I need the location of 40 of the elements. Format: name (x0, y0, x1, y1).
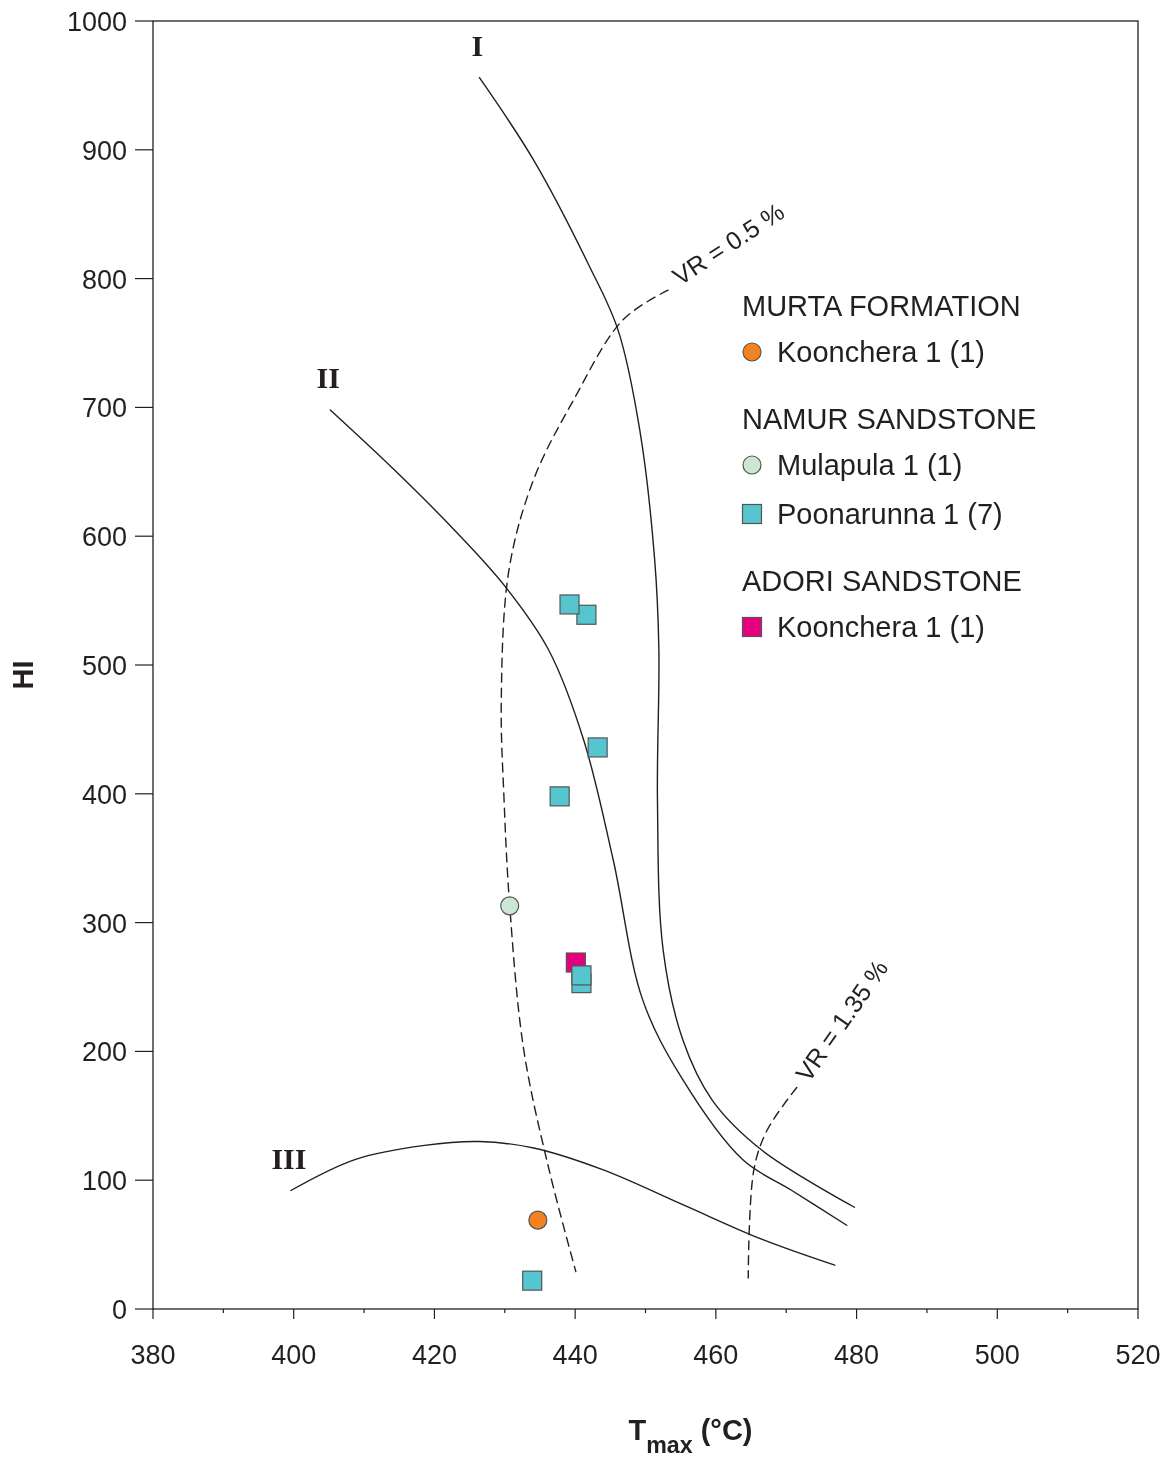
x-tick-label: 380 (130, 1340, 176, 1370)
series-label: III (271, 1141, 307, 1175)
y-tick-label: 600 (81, 522, 127, 553)
y-tick-label: 100 (81, 1166, 127, 1197)
legend-label: Koonchera 1 (1) (777, 336, 985, 368)
legend-label: Koonchera 1 (1) (777, 611, 985, 643)
y-tick-label: 900 (81, 135, 127, 166)
x-tick-label: 420 (411, 1340, 457, 1370)
legend-label: Mulapula 1 (1) (777, 449, 963, 481)
point (500, 896, 520, 916)
y-tick-label: 200 (81, 1037, 127, 1068)
point (549, 786, 570, 807)
y-tick-label: 700 (81, 393, 127, 424)
y-tick-label: 0 (111, 1295, 127, 1325)
series-label: I (471, 28, 484, 62)
x-tick-label: 520 (1115, 1340, 1161, 1370)
x-tick-label: 440 (552, 1340, 598, 1370)
text: VR = 0.5 % (667, 197, 789, 291)
x-tick-label: 500 (974, 1340, 1020, 1370)
legend-label: Poonarunna 1 (7) (777, 498, 1003, 530)
x-tick-label: 460 (693, 1340, 739, 1370)
y-tick-label: 500 (81, 651, 127, 681)
series-label: II (316, 360, 340, 394)
x-tick-label: 480 (834, 1340, 880, 1370)
annotation: ADORI SANDSTONE (742, 565, 1022, 597)
x-tick-label: 400 (271, 1340, 317, 1370)
point (571, 965, 592, 986)
annotation: MURTA FORMATION (742, 290, 1021, 322)
y-tick-label: 400 (81, 779, 127, 810)
point (576, 604, 597, 625)
point (587, 737, 608, 758)
y-tick-label: 300 (81, 908, 127, 939)
point (528, 1210, 548, 1230)
y-axis-title: HI (7, 660, 39, 690)
x-axis-title: T$_{max}$ (°C) (628, 1414, 753, 1458)
point (522, 1270, 543, 1291)
y-tick-label: 1000 (66, 7, 127, 37)
annotation: NAMUR SANDSTONE (742, 403, 1037, 435)
y-tick-label: 800 (81, 264, 127, 295)
point (559, 594, 580, 615)
